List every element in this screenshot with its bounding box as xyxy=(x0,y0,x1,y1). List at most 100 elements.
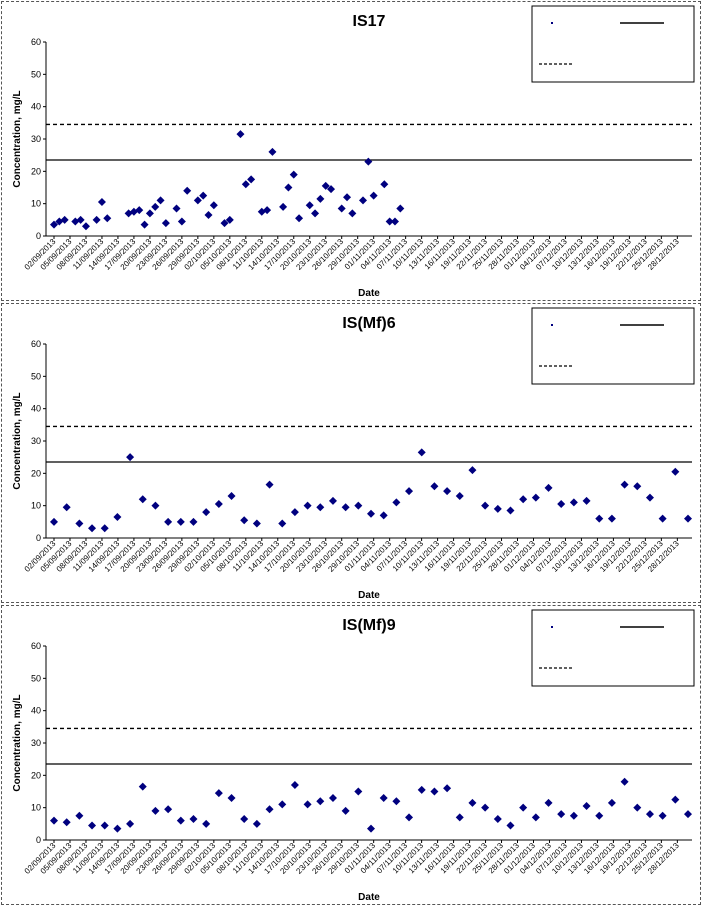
data-point xyxy=(430,787,439,796)
data-point xyxy=(455,813,464,822)
data-point xyxy=(633,803,642,812)
data-point xyxy=(177,217,186,226)
data-point xyxy=(607,798,616,807)
data-point xyxy=(684,810,692,819)
chart-title: IS(Mf)6 xyxy=(342,315,395,332)
data-point xyxy=(124,209,133,218)
data-point xyxy=(405,813,414,822)
data-point xyxy=(50,816,58,825)
chart-panel-1: IS17 Concentration, mg/L 0 10 20 30 40 50 60 02/0… xyxy=(1,1,701,301)
y-tick-label: 40 xyxy=(31,404,41,414)
data-point xyxy=(161,219,170,228)
y-tick-label: 10 xyxy=(31,501,41,511)
data-point xyxy=(369,191,378,200)
data-point xyxy=(544,483,553,492)
data-point xyxy=(227,491,236,500)
data-point xyxy=(140,220,149,229)
legend-marker xyxy=(551,324,553,326)
data-point xyxy=(290,508,299,517)
data-point xyxy=(92,215,101,224)
y-tick-label: 60 xyxy=(31,339,41,349)
data-point xyxy=(443,784,452,793)
data-point xyxy=(658,811,667,820)
data-point xyxy=(392,498,401,507)
data-point xyxy=(214,500,223,509)
data-point xyxy=(265,480,274,489)
data-point xyxy=(328,496,337,505)
data-point xyxy=(193,196,202,205)
legend-box xyxy=(531,609,695,687)
data-point xyxy=(557,810,566,819)
data-point xyxy=(557,500,566,509)
data-point xyxy=(316,194,325,203)
data-point xyxy=(348,209,357,218)
data-point xyxy=(279,202,288,211)
data-point xyxy=(341,806,350,815)
data-point xyxy=(199,191,208,200)
data-point xyxy=(268,147,277,156)
data-point xyxy=(290,781,299,790)
data-point xyxy=(359,196,368,205)
data-point xyxy=(225,215,234,224)
data-point xyxy=(455,491,464,500)
data-point xyxy=(316,797,325,806)
legend-marker xyxy=(551,22,553,24)
data-point xyxy=(569,498,578,507)
data-point xyxy=(531,813,540,822)
data-point xyxy=(354,501,363,510)
data-point xyxy=(189,517,198,526)
data-point xyxy=(75,519,84,528)
data-point xyxy=(405,487,414,496)
data-point xyxy=(138,782,147,791)
data-point xyxy=(76,215,85,224)
data-point xyxy=(311,209,320,218)
y-tick-label: 30 xyxy=(31,134,41,144)
data-point xyxy=(417,785,426,794)
data-point xyxy=(595,514,604,523)
data-point xyxy=(658,514,667,523)
data-point xyxy=(633,482,642,491)
data-point xyxy=(88,524,97,533)
data-point xyxy=(390,217,399,226)
data-point xyxy=(506,506,515,515)
y-tick-label: 50 xyxy=(31,371,41,381)
data-point xyxy=(145,209,154,218)
legend xyxy=(531,609,695,687)
data-point xyxy=(284,183,293,192)
data-point xyxy=(379,793,388,802)
data-point xyxy=(164,805,173,814)
data-point xyxy=(214,789,223,798)
data-point xyxy=(220,219,229,228)
data-point xyxy=(392,797,401,806)
data-point xyxy=(367,824,375,833)
data-point xyxy=(671,467,680,476)
data-point xyxy=(62,818,71,827)
data-point xyxy=(247,175,256,184)
data-point xyxy=(519,495,528,504)
data-point xyxy=(506,821,515,830)
data-point xyxy=(204,210,213,219)
chart-title: IS(Mf)9 xyxy=(342,617,395,634)
data-point xyxy=(620,777,629,786)
data-point xyxy=(81,222,90,231)
data-point xyxy=(289,170,298,179)
y-tick-label: 30 xyxy=(31,738,41,748)
data-point xyxy=(50,517,58,526)
y-tick-label: 0 xyxy=(36,835,41,845)
y-tick-label: 10 xyxy=(31,199,41,209)
data-point xyxy=(164,517,173,526)
data-point xyxy=(337,204,346,213)
data-point xyxy=(151,806,160,815)
data-point xyxy=(151,501,160,510)
data-point xyxy=(544,798,553,807)
data-point xyxy=(303,800,312,809)
y-tick-label: 0 xyxy=(36,231,41,241)
data-point xyxy=(327,185,336,194)
data-point xyxy=(607,514,616,523)
x-axis-label: Date xyxy=(358,288,380,299)
data-point xyxy=(176,816,185,825)
y-tick-label: 10 xyxy=(31,803,41,813)
data-point xyxy=(189,814,198,823)
data-point xyxy=(126,453,135,462)
